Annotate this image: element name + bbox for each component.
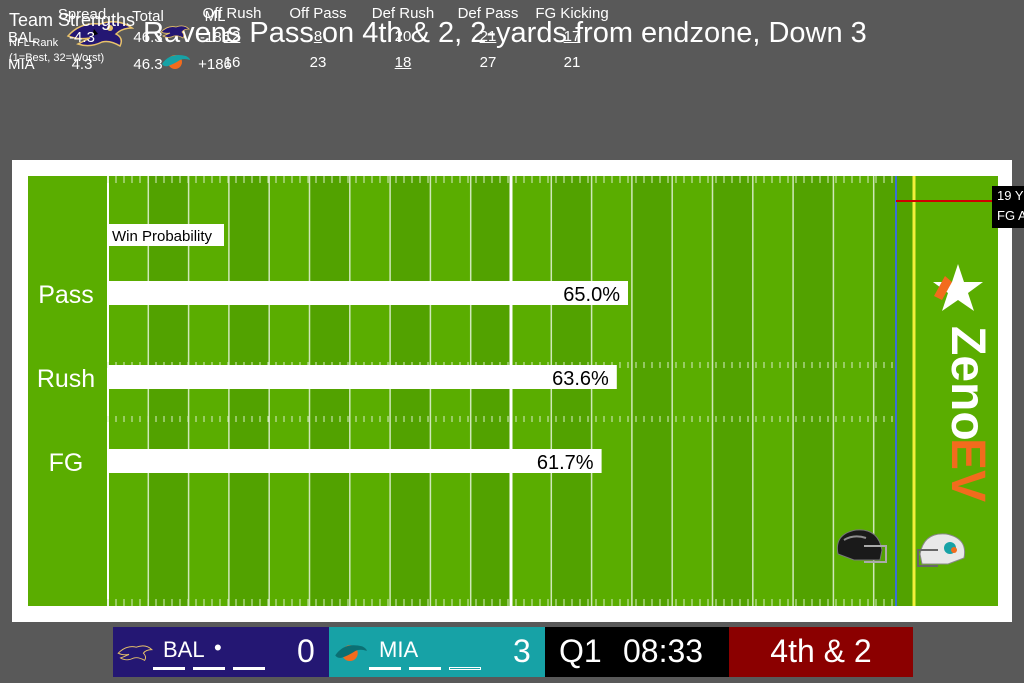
- bar-pass: [108, 281, 628, 305]
- possession-indicator: •: [214, 635, 222, 660]
- odds-ml: +186: [198, 56, 232, 73]
- odds-col-header: Spread: [57, 6, 107, 23]
- odds-col-header: ML: [204, 8, 226, 25]
- odds-total: 46.3: [133, 29, 163, 46]
- endzone: [918, 176, 998, 606]
- chart-title-box: [108, 224, 224, 246]
- bar-rush: [108, 365, 617, 389]
- ravens-logo-icon: [66, 21, 134, 48]
- game-clock: 08:33: [623, 633, 704, 669]
- category-label-pass: Pass: [38, 281, 94, 309]
- home-team-cell: MIA 3: [329, 627, 545, 677]
- rank-bal: 12: [223, 28, 241, 45]
- rank-bal: 21: [479, 28, 497, 45]
- bar-fg: [108, 449, 602, 473]
- dolphins-helmet-icon: [917, 533, 966, 567]
- fg-attempt-tag: 19 Y FG A: [992, 186, 1024, 228]
- strengths-col-header: Off Rush: [202, 5, 262, 22]
- strengths-col-header: Def Pass: [457, 5, 519, 22]
- away-team-abbr: BAL: [163, 637, 205, 662]
- rank-bal: 20: [394, 28, 412, 45]
- strengths-col-header: FG Kicking: [535, 5, 609, 22]
- fg-tag-line1: 19 Y: [997, 188, 1024, 203]
- away-timeout-1: [153, 667, 185, 670]
- strengths-col-header: Off Pass: [289, 5, 347, 22]
- home-timeout-3-used: [449, 667, 481, 670]
- rank-mia: 23: [309, 54, 327, 71]
- rank-bal: 17: [563, 28, 581, 45]
- away-timeout-2: [193, 667, 225, 670]
- down-distance: 4th & 2: [770, 633, 872, 669]
- rank-mia: 21: [563, 54, 581, 71]
- rank-mia: 27: [479, 54, 497, 71]
- odds-team: MIA: [8, 56, 35, 73]
- strengths-sub-rank: NFL Rank: [9, 37, 59, 49]
- ravens-logo-icon: [160, 25, 190, 39]
- rank-bal: 8: [313, 28, 323, 45]
- dolphins-logo-icon: [335, 645, 367, 661]
- chart-title: Win Probability: [112, 228, 213, 245]
- win-probability-chart: Win Probability 65.0% Pass 63.6% Rush 61.7% FG: [37, 224, 628, 477]
- fg-tag-line2: FG A: [997, 208, 1024, 223]
- home-score: 3: [513, 633, 531, 669]
- home-timeout-1: [369, 667, 401, 670]
- team-strengths-panel: Team Strengths NFL Rank (1=Best, 32=Wors…: [0, 0, 640, 80]
- home-timeout-2: [409, 667, 441, 670]
- scoreboard: BAL • 0 MIA 3 Q1 08:33 4th & 2: [113, 627, 913, 677]
- odds-team: BAL: [8, 29, 37, 46]
- strengths-heading: Team Strengths: [9, 10, 136, 30]
- dolphins-logo-icon: [162, 55, 190, 69]
- down-distance-cell: 4th & 2: [729, 627, 913, 677]
- bar-value-label: 65.0%: [563, 284, 620, 306]
- quarter: Q1: [559, 633, 602, 669]
- ravens-logo-icon: [117, 645, 153, 662]
- strengths-sub-scale: (1=Best, 32=Worst): [9, 52, 105, 64]
- field-turf: [28, 176, 998, 606]
- betting-odds-panel: Spread Total ML BAL -4.3 46.3 -186 MIA 4.3 46.3 +1…: [0, 6, 250, 160]
- brand-word-zeno: Zeno: [941, 326, 994, 441]
- zenoev-logo-icon: Zeno EV: [933, 264, 994, 502]
- odds-total: 46.3: [133, 56, 163, 73]
- home-team-abbr: MIA: [379, 637, 419, 662]
- brand-word-ev: EV: [941, 438, 994, 502]
- away-team-cell: BAL • 0: [113, 627, 329, 677]
- away-score: 0: [297, 633, 315, 669]
- odds-col-header: Total: [132, 8, 164, 25]
- clock-cell: Q1 08:33: [545, 627, 729, 677]
- hash-marks: [107, 176, 893, 606]
- field-stripes: [148, 176, 914, 606]
- odds-ml: -186: [199, 29, 231, 46]
- odds-spread: 4.3: [71, 56, 93, 73]
- category-label-fg: FG: [49, 449, 84, 477]
- rank-mia: 16: [223, 54, 241, 71]
- away-timeout-3: [233, 667, 265, 670]
- category-label-rush: Rush: [37, 365, 95, 393]
- bar-value-label: 61.7%: [537, 452, 594, 474]
- strengths-col-header: Def Rush: [371, 5, 435, 22]
- rank-mia: 18: [394, 54, 412, 71]
- football-field: Zeno EV Win Probability 65.0% Pass 63.6% Rus…: [28, 176, 998, 606]
- odds-spread: -4.3: [69, 29, 95, 46]
- ravens-helmet-icon: [836, 529, 887, 563]
- yard-lines: [107, 176, 875, 606]
- page-title: Ravens Pass on 4th & 2, 2-yards from end…: [143, 17, 867, 49]
- bar-value-label: 63.6%: [552, 368, 609, 390]
